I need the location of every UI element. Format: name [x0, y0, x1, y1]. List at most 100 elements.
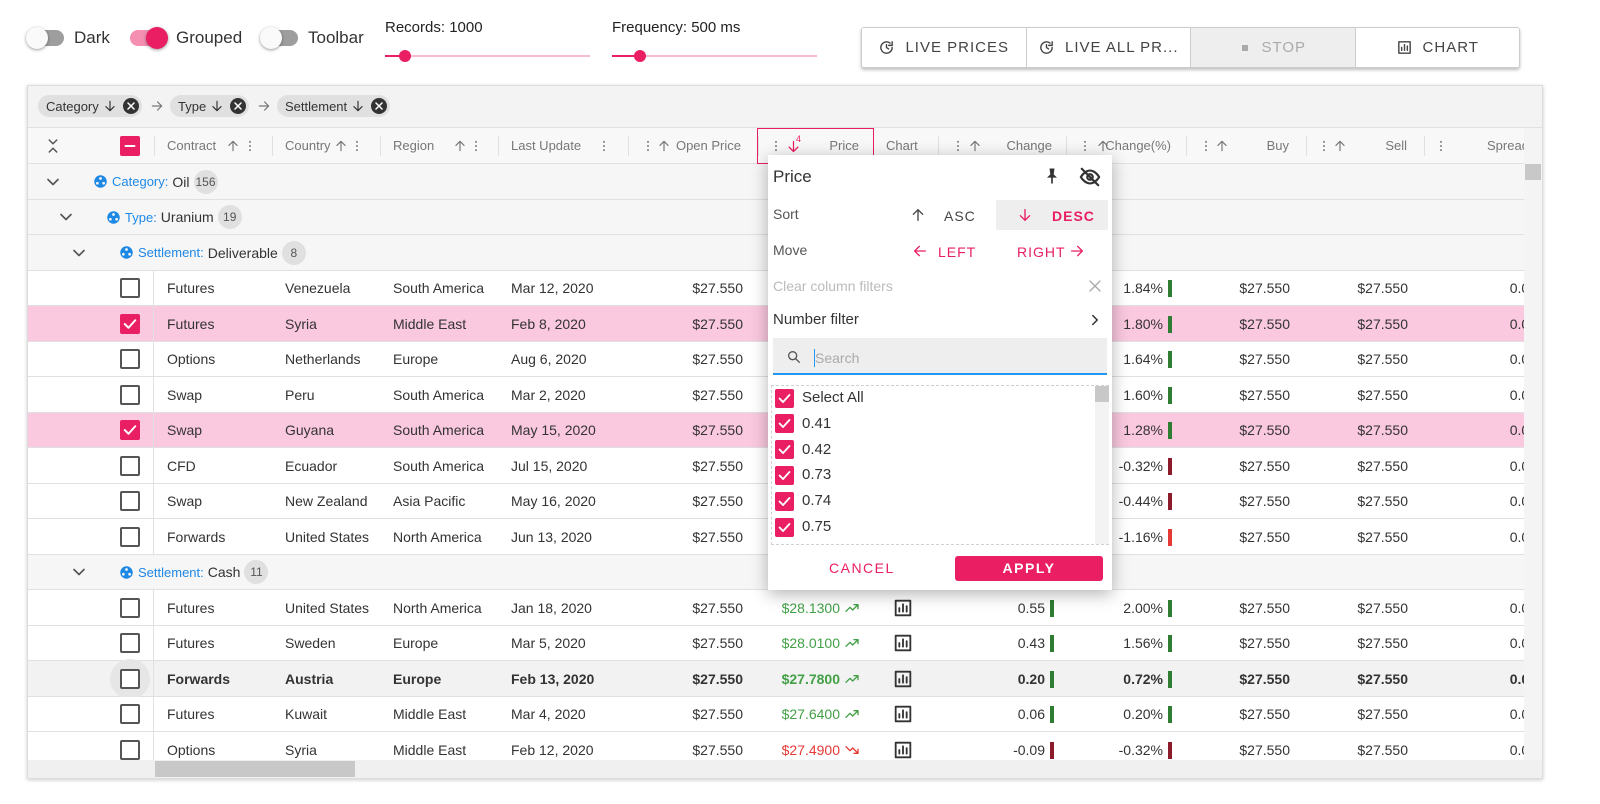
column-menu-icon[interactable] [769, 139, 783, 153]
slider-fill [612, 55, 640, 57]
pin-icon[interactable] [1042, 166, 1062, 186]
chip-remove[interactable] [122, 98, 139, 114]
column-menu-icon[interactable] [1199, 139, 1213, 153]
horizontal-scroll-thumb[interactable] [155, 761, 355, 777]
slider-thumb[interactable] [634, 50, 646, 62]
column-header[interactable]: Open Price [675, 138, 741, 153]
checkbox[interactable] [120, 455, 140, 476]
checkbox[interactable] [120, 491, 140, 512]
data-row[interactable] [28, 661, 1524, 697]
cell: $27.550 [692, 315, 743, 332]
checkbox[interactable] [120, 704, 140, 725]
filter-item[interactable]: 0.75 [802, 518, 832, 535]
chart-icon[interactable] [892, 739, 914, 761]
slider-track[interactable] [612, 55, 817, 57]
filter-item[interactable]: Select All [802, 389, 864, 406]
cell: United States [285, 599, 370, 616]
toggle-thumb[interactable] [260, 27, 282, 49]
chart-icon[interactable] [892, 668, 914, 690]
data-row[interactable] [28, 732, 1524, 760]
group-chip[interactable]: Category [38, 95, 142, 117]
data-row[interactable] [28, 590, 1524, 626]
number-filter[interactable]: Number filter [773, 311, 859, 328]
hide-icon[interactable] [1079, 166, 1101, 188]
filter-item[interactable]: 0.42 [802, 440, 832, 458]
slider-thumb[interactable] [399, 50, 411, 62]
checkbox[interactable] [774, 440, 794, 460]
chip-remove[interactable] [230, 98, 247, 114]
column-menu-icon[interactable] [951, 139, 965, 153]
checkbox[interactable] [120, 420, 140, 441]
cell: $27.550 [1239, 706, 1290, 723]
column-header[interactable]: Last Update [511, 138, 582, 153]
toggle-thumb[interactable] [146, 27, 168, 49]
checkbox[interactable] [120, 739, 140, 760]
column-header[interactable]: Contract [167, 138, 217, 153]
column-menu-icon[interactable] [350, 139, 364, 153]
group-toggle-icon[interactable] [69, 562, 89, 582]
slider-track[interactable] [385, 55, 590, 57]
toggle-thumb[interactable] [26, 27, 48, 49]
checkbox[interactable] [120, 526, 140, 547]
collapse-all-icon[interactable] [44, 137, 62, 155]
move-left-button[interactable]: LEFT [938, 244, 977, 260]
column-menu-icon[interactable] [597, 139, 611, 153]
group-count: 19 [217, 205, 242, 230]
checkbox[interactable] [774, 414, 794, 434]
chip-remove[interactable] [371, 98, 388, 114]
chart-icon[interactable] [892, 597, 914, 619]
cell: Futures [167, 599, 215, 616]
column-header[interactable]: Buy [1266, 138, 1289, 153]
filter-item[interactable]: 0.73 [802, 466, 832, 484]
checkbox[interactable] [120, 278, 140, 299]
checkbox[interactable] [120, 633, 140, 654]
checkbox[interactable] [120, 384, 140, 405]
column-header[interactable]: Spread [1487, 138, 1529, 153]
checkbox[interactable] [774, 517, 794, 537]
sort-desc-button[interactable] [996, 200, 1108, 230]
data-row[interactable] [28, 625, 1524, 661]
checkbox[interactable] [774, 465, 794, 485]
column-header[interactable]: Country [285, 138, 331, 153]
checkbox[interactable] [120, 349, 140, 370]
change-bar [1168, 635, 1172, 653]
column-menu-icon[interactable] [641, 139, 655, 153]
search-box[interactable] [773, 338, 1107, 375]
cancel-button[interactable]: CANCEL [829, 560, 895, 576]
column-menu-icon[interactable] [1078, 139, 1092, 153]
chart-icon[interactable] [892, 703, 914, 725]
column-menu-icon[interactable] [1434, 139, 1448, 153]
chip-sort-icon [212, 100, 222, 112]
move-right-button[interactable]: RIGHT [1017, 244, 1066, 260]
checkbox[interactable] [774, 388, 794, 408]
column-menu-icon[interactable] [1317, 139, 1331, 153]
column-menu-icon[interactable] [243, 139, 257, 153]
cell: Middle East [393, 741, 467, 758]
chart-icon[interactable] [892, 632, 914, 654]
column-header[interactable]: Chart [886, 138, 918, 153]
toolbar-button[interactable]: LIVE PRICES [862, 28, 1026, 67]
checkbox[interactable] [120, 313, 140, 334]
toolbar-button[interactable]: LIVE ALL PR... [1025, 28, 1190, 67]
toolbar-button[interactable]: CHART [1354, 28, 1519, 67]
filter-item[interactable]: 0.41 [802, 414, 832, 432]
group-toggle-icon[interactable] [56, 207, 76, 227]
checkbox[interactable] [120, 136, 140, 156]
apply-button[interactable]: APPLY [955, 556, 1103, 581]
group-chip[interactable]: Settlement [277, 95, 391, 117]
column-header[interactable]: Change [1006, 138, 1052, 153]
group-chip[interactable]: Type [170, 95, 250, 117]
column-menu-icon[interactable] [469, 139, 483, 153]
checkbox[interactable] [120, 668, 140, 689]
group-toggle-icon[interactable] [43, 172, 63, 192]
checkbox[interactable] [120, 597, 140, 618]
checkbox[interactable] [774, 491, 794, 511]
group-toggle-icon[interactable] [69, 243, 89, 263]
column-header[interactable]: Change(%) [1105, 138, 1171, 153]
data-row[interactable] [28, 696, 1524, 732]
filter-item[interactable]: 0.74 [802, 492, 832, 510]
column-header[interactable]: Price [829, 138, 859, 153]
column-header[interactable]: Region [393, 138, 435, 153]
toggle-label: Toolbar [308, 28, 364, 47]
column-header[interactable]: Sell [1385, 138, 1407, 153]
